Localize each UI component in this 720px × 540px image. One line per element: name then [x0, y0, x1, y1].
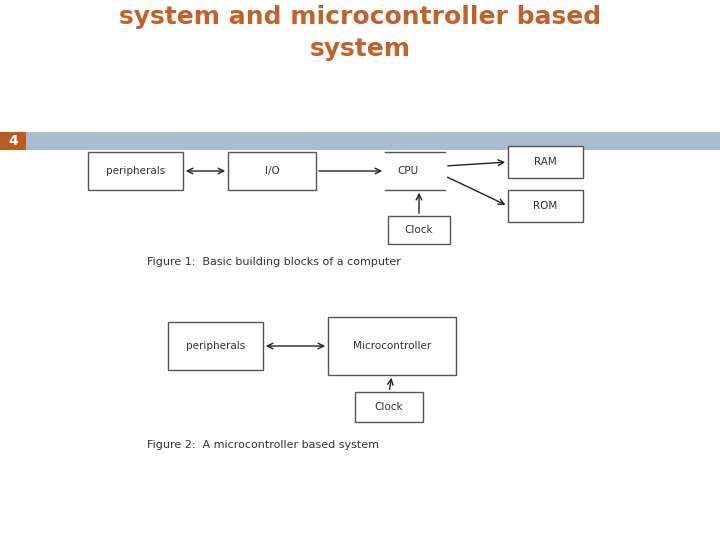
Text: Clock: Clock	[405, 225, 433, 235]
Bar	[508, 146, 583, 178]
Bar	[328, 317, 456, 375]
Text: I/O: I/O	[265, 166, 279, 176]
Text: Figure 2:  A microcontroller based system: Figure 2: A microcontroller based system	[147, 440, 379, 450]
Bar	[168, 322, 263, 370]
Bar	[355, 392, 423, 422]
Bar	[388, 216, 450, 244]
Text: Microcontroller: Microcontroller	[353, 341, 431, 351]
Text: peripherals: peripherals	[186, 341, 245, 351]
Text: system and microcontroller based: system and microcontroller based	[119, 5, 601, 29]
Text: Figure 1:  Basic building blocks of a computer: Figure 1: Basic building blocks of a com…	[147, 257, 401, 267]
Text: Clock: Clock	[374, 402, 403, 412]
Text: CPU: CPU	[397, 166, 418, 176]
Text: RAM: RAM	[534, 157, 557, 167]
Text: peripherals: peripherals	[106, 166, 165, 176]
Text: ROM: ROM	[534, 201, 557, 211]
Bar	[228, 152, 316, 190]
Bar	[88, 152, 183, 190]
Bar	[508, 190, 583, 222]
Text: system: system	[310, 37, 410, 61]
Bar	[0, 132, 26, 150]
Text: 4: 4	[8, 134, 18, 148]
Bar	[0, 132, 720, 150]
